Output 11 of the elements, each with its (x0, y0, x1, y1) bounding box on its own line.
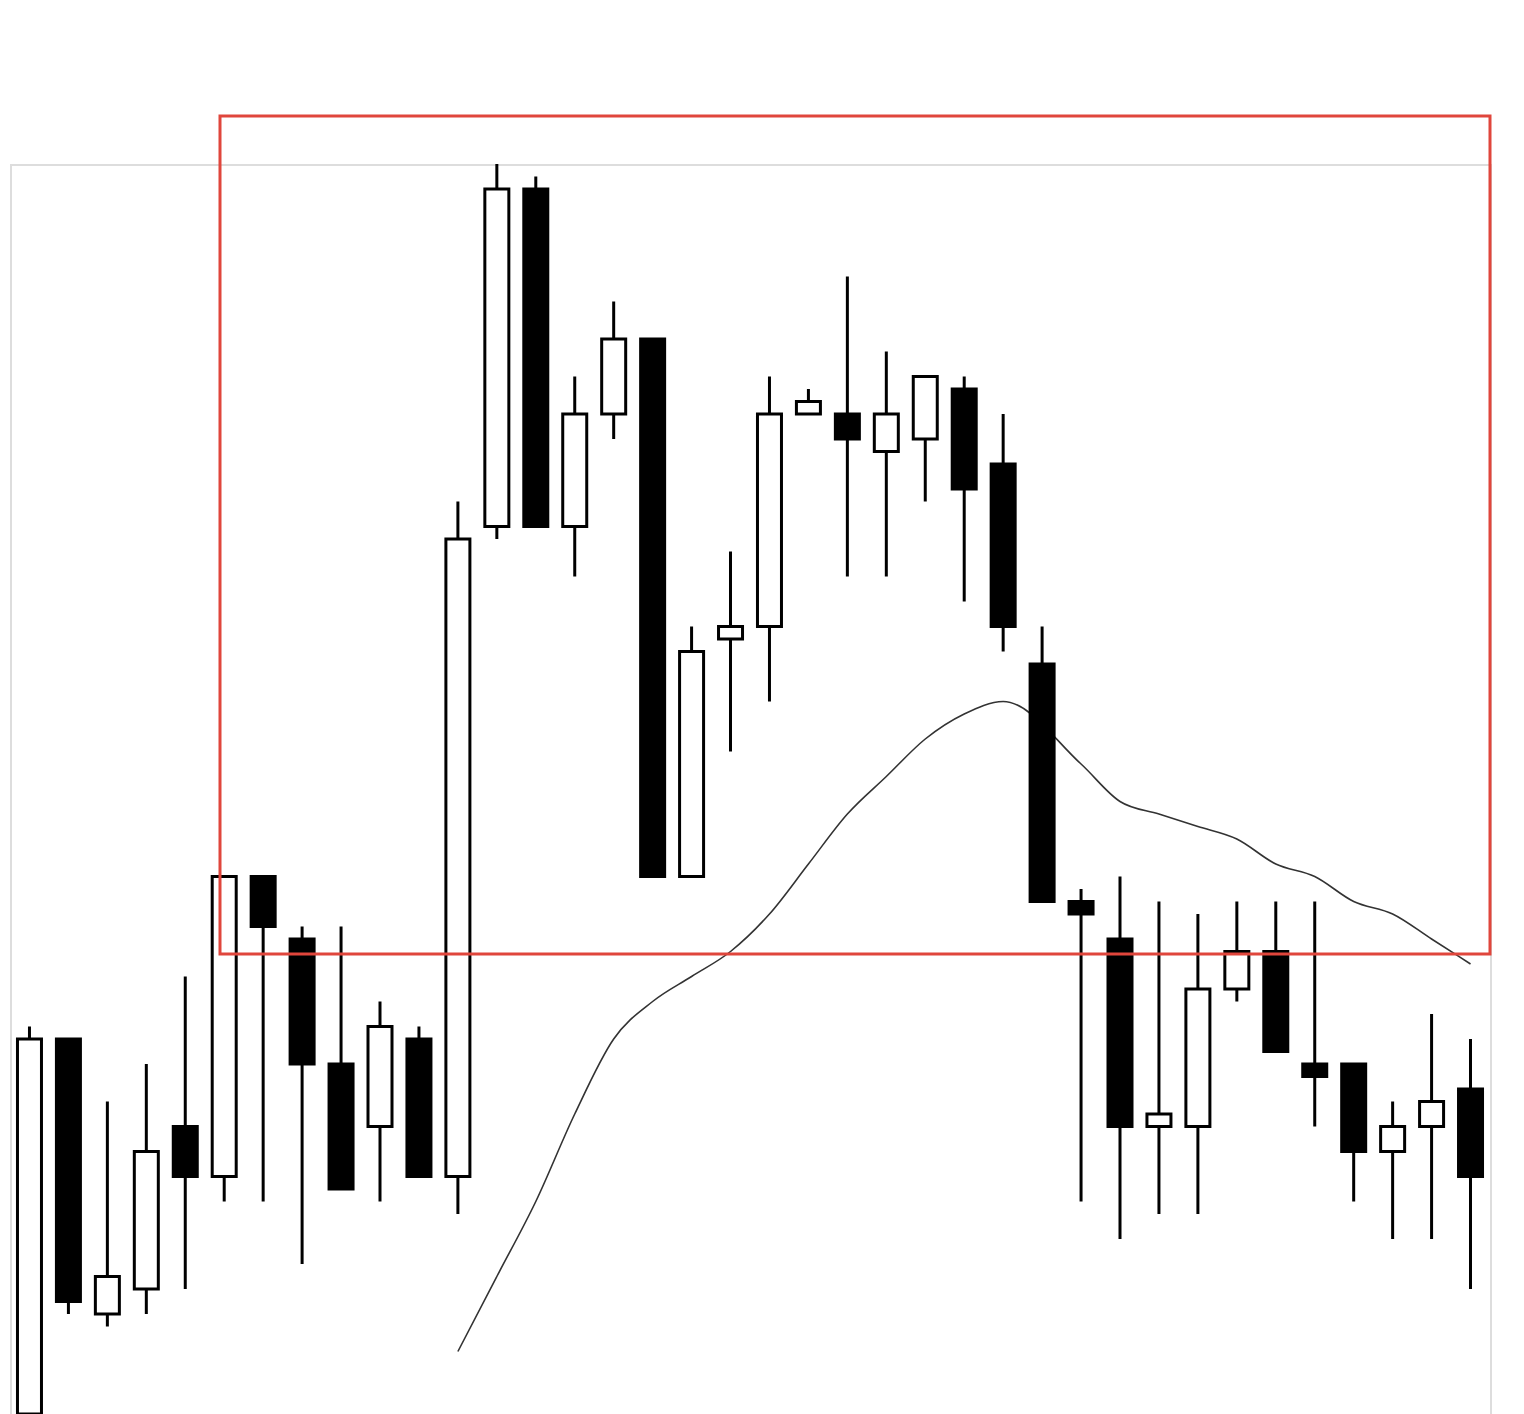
candlestick (794, 387, 822, 416)
candlestick (833, 275, 861, 578)
candlestick (93, 1100, 121, 1328)
candlestick (1223, 900, 1251, 1003)
candlestick (1301, 900, 1329, 1128)
candlestick (1145, 900, 1173, 1216)
candlestick (717, 550, 745, 753)
candlestick (1067, 887, 1095, 1203)
candlestick (1379, 1100, 1407, 1241)
candlestick (1418, 1012, 1446, 1241)
candlestick (872, 350, 900, 578)
